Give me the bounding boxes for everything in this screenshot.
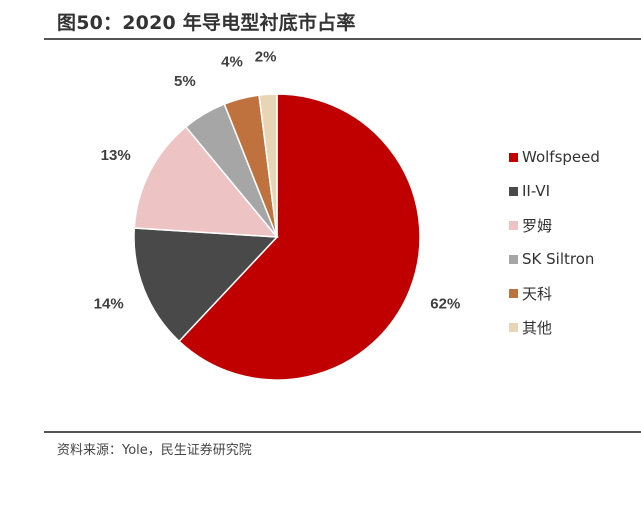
pie-slice-1 bbox=[133, 227, 279, 343]
chart-title: 图50：2020 年导电型衬底市占率 bbox=[57, 12, 356, 34]
pie-slice-5 bbox=[258, 93, 278, 238]
pie-slice-2 bbox=[133, 125, 279, 238]
legend-swatch bbox=[509, 186, 518, 196]
pie-label-0: 62% bbox=[430, 296, 460, 313]
legend-item: 罗姆 bbox=[509, 208, 639, 242]
legend-label: 罗姆 bbox=[522, 216, 553, 235]
legend-item: II-VI bbox=[509, 174, 639, 208]
legend-item: SK Siltron bbox=[509, 242, 639, 276]
pie-label-3: 5% bbox=[174, 73, 196, 90]
pie-label-5: 2% bbox=[255, 48, 277, 65]
legend-label: SK Siltron bbox=[522, 250, 595, 268]
legend-swatch bbox=[509, 220, 518, 230]
legend-item: 其他 bbox=[509, 310, 639, 344]
legend-label: Wolfspeed bbox=[522, 148, 600, 166]
pie-slice-0 bbox=[178, 93, 421, 381]
bottom-rule bbox=[44, 431, 641, 433]
legend-label: II-VI bbox=[522, 182, 551, 200]
legend-swatch bbox=[509, 288, 518, 298]
source-note: 资料来源：Yole，民生证券研究院 bbox=[57, 443, 252, 458]
top-rule bbox=[44, 38, 641, 40]
legend-item: 天科 bbox=[509, 276, 639, 310]
legend-item: Wolfspeed bbox=[509, 140, 639, 174]
pie-label-1: 14% bbox=[94, 296, 124, 313]
legend-label: 天科 bbox=[522, 284, 553, 303]
legend-label: 其他 bbox=[522, 318, 553, 337]
pie-label-2: 13% bbox=[101, 147, 131, 164]
legend-swatch bbox=[509, 254, 518, 264]
legend-swatch bbox=[509, 152, 518, 162]
pie-label-4: 4% bbox=[221, 54, 243, 71]
chart-legend: Wolfspeed II-VI 罗姆 SK Siltron 天科 其他 bbox=[509, 140, 639, 344]
legend-swatch bbox=[509, 322, 518, 332]
